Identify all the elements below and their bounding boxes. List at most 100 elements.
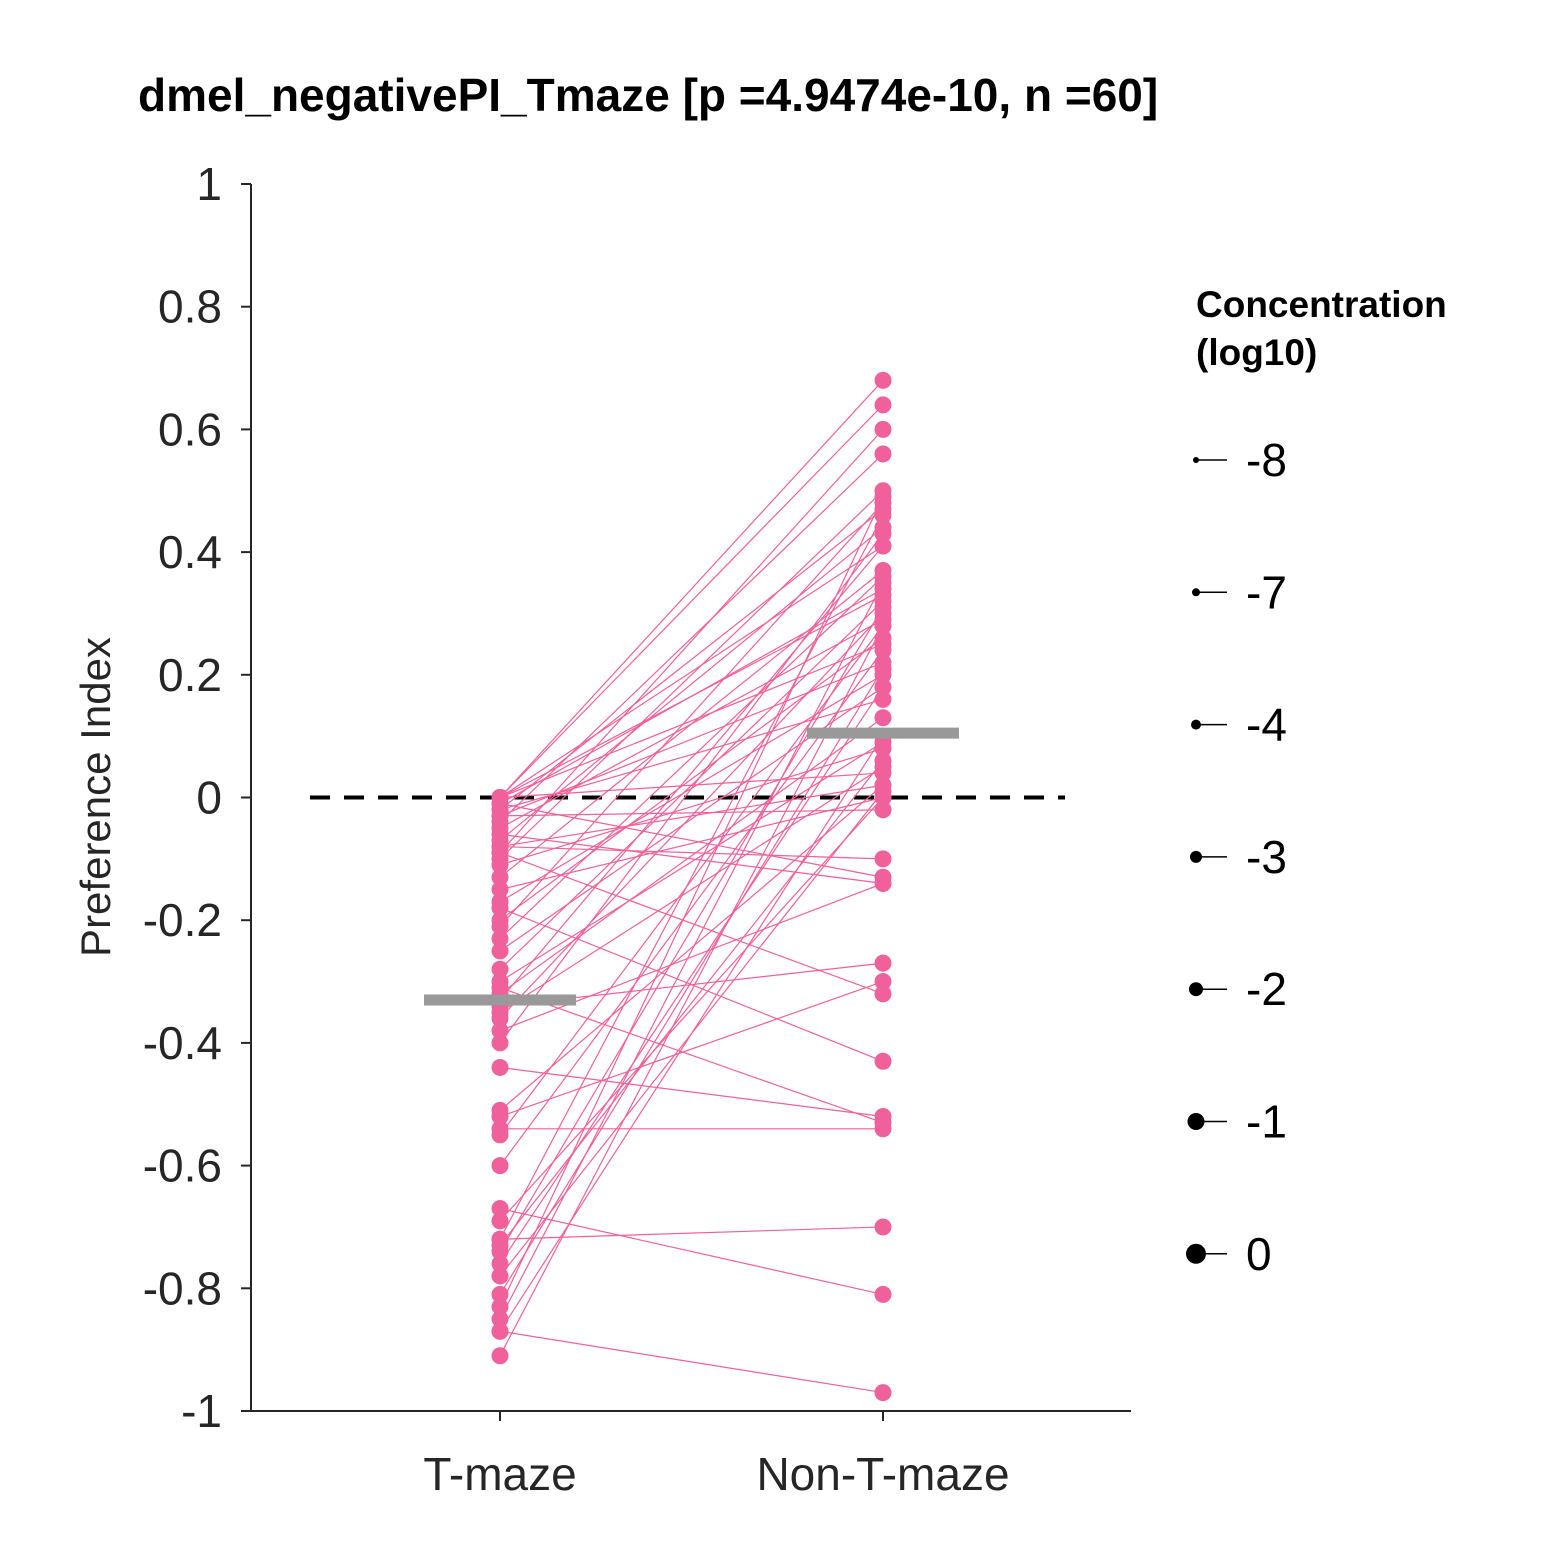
data-point-non-tmaze xyxy=(874,537,892,555)
y-tick-label: -0.8 xyxy=(143,1262,222,1314)
pair-line xyxy=(499,803,884,878)
data-point-non-tmaze xyxy=(874,500,892,518)
legend-label: -2 xyxy=(1246,963,1287,1015)
data-point-tmaze xyxy=(491,893,509,911)
chart-title: dmel_negativePI_Tmaze [p =4.9474e-10, n … xyxy=(138,69,1158,121)
data-point-non-tmaze xyxy=(874,445,892,463)
data-point-tmaze xyxy=(491,881,509,899)
data-point-non-tmaze xyxy=(874,690,892,708)
y-tick-label: 1 xyxy=(196,158,222,210)
pair-line xyxy=(499,594,884,799)
pair-line xyxy=(499,527,884,841)
data-point-tmaze xyxy=(491,1347,509,1365)
legend-label: -8 xyxy=(1246,434,1287,486)
legend-marker xyxy=(1193,457,1199,463)
data-point-tmaze xyxy=(491,1285,509,1303)
pair-line xyxy=(499,796,884,891)
data-point-tmaze xyxy=(491,930,509,948)
legend-label: -7 xyxy=(1246,566,1287,618)
data-point-non-tmaze xyxy=(874,654,892,672)
pair-line xyxy=(499,717,884,995)
legend-label: -3 xyxy=(1246,831,1287,883)
legend-marker xyxy=(1191,719,1201,730)
y-tick-label: 0 xyxy=(196,772,222,824)
pair-line xyxy=(499,1330,884,1394)
data-point-non-tmaze xyxy=(874,801,892,819)
pair-line xyxy=(499,661,884,817)
data-point-non-tmaze xyxy=(874,973,892,991)
data-point-non-tmaze xyxy=(874,954,892,972)
pair-line xyxy=(499,686,884,1265)
data-point-tmaze xyxy=(491,942,509,960)
pair-line xyxy=(499,453,884,823)
pair-line xyxy=(499,882,884,1032)
data-point-non-tmaze xyxy=(874,519,892,537)
data-point-non-tmaze xyxy=(874,739,892,757)
data-point-tmaze xyxy=(491,789,509,806)
data-point-non-tmaze xyxy=(874,709,892,727)
y-tick-label: -0.4 xyxy=(143,1017,222,1069)
pair-line xyxy=(499,987,884,1124)
data-point-tmaze xyxy=(491,973,509,991)
legend-label: 0 xyxy=(1246,1228,1272,1280)
pair-line xyxy=(499,668,884,1295)
data-point-tmaze xyxy=(491,1255,509,1273)
pair-line xyxy=(499,784,884,1111)
data-point-non-tmaze xyxy=(874,764,892,782)
data-point-non-tmaze xyxy=(874,1285,892,1303)
legend-label: -1 xyxy=(1246,1096,1287,1148)
data-point-tmaze xyxy=(491,868,509,886)
data-point-tmaze xyxy=(491,1267,509,1285)
legend-marker xyxy=(1187,1113,1205,1130)
y-tick-label: 0.6 xyxy=(158,403,222,455)
pair-line xyxy=(499,607,884,1252)
pair-line xyxy=(499,508,884,811)
pair-line xyxy=(499,833,884,884)
y-tick-label: 0.4 xyxy=(158,526,222,578)
data-point-non-tmaze xyxy=(874,776,892,794)
legend-marker xyxy=(1186,1243,1206,1264)
pair-line xyxy=(499,797,884,1222)
data-point-non-tmaze xyxy=(874,850,892,868)
data-point-tmaze xyxy=(491,1230,509,1248)
pair-line xyxy=(499,582,884,1320)
pair-line xyxy=(499,545,884,799)
pair-line xyxy=(499,649,884,1166)
data-point-tmaze xyxy=(491,1120,509,1138)
legend-marker xyxy=(1190,850,1202,863)
data-point-non-tmaze xyxy=(874,789,892,806)
pair-line xyxy=(499,686,884,952)
data-point-tmaze xyxy=(491,1298,509,1316)
data-point-tmaze xyxy=(491,1310,509,1328)
data-point-non-tmaze xyxy=(874,678,892,696)
data-point-non-tmaze xyxy=(874,985,892,1003)
data-point-non-tmaze xyxy=(874,611,892,629)
pair-line xyxy=(499,428,884,854)
data-point-tmaze xyxy=(491,960,509,978)
pair-line xyxy=(499,643,884,799)
data-point-non-tmaze xyxy=(874,1114,892,1132)
pair-line xyxy=(499,760,884,1246)
pair-line xyxy=(499,747,884,866)
data-point-non-tmaze xyxy=(874,1052,892,1070)
legend-title-line1: Concentration xyxy=(1196,284,1447,325)
pair-line xyxy=(499,790,884,1277)
data-point-non-tmaze xyxy=(874,586,892,604)
y-ticks: 1 0.8 0.6 0.4 0.2 0 -0.2 -0.4 -0.6 -0.8 -1 xyxy=(143,158,251,1437)
pair-line xyxy=(499,490,884,860)
pair-line xyxy=(499,766,884,1013)
data-point-non-tmaze xyxy=(874,562,892,580)
pair-line xyxy=(499,674,884,903)
data-point-tmaze xyxy=(491,1101,509,1119)
pair-line xyxy=(499,741,884,983)
pair-line xyxy=(499,980,884,1118)
data-point-non-tmaze xyxy=(874,1218,892,1236)
y-tick-label: 0.8 xyxy=(158,281,222,333)
pair-line xyxy=(499,1226,884,1240)
pair-line xyxy=(499,845,884,860)
data-point-tmaze xyxy=(491,1212,509,1230)
pair-line xyxy=(499,698,884,811)
legend-marker xyxy=(1192,588,1200,597)
data-point-tmaze xyxy=(491,1200,509,1218)
pair-line xyxy=(499,515,884,1240)
